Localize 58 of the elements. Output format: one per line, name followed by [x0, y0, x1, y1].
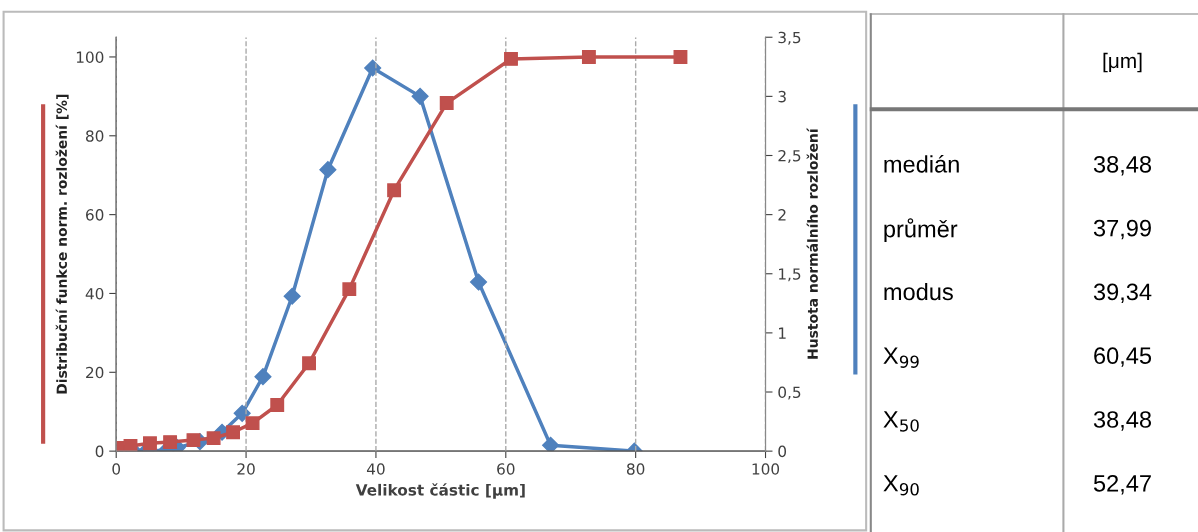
- y-tick-label: 60: [86, 209, 104, 221]
- point: [206, 431, 221, 446]
- category-label: modus: [884, 282, 953, 301]
- y-tick-label: 40: [85, 287, 104, 300]
- point: [504, 51, 518, 66]
- point: [581, 50, 596, 64]
- point: [342, 282, 357, 297]
- text: 38,48: [1093, 155, 1152, 176]
- y2-tick-label: 3,5: [778, 31, 801, 45]
- point: [226, 425, 241, 440]
- category-label: průměr: [884, 218, 958, 243]
- text: 60,45: [1094, 347, 1152, 367]
- point: [254, 368, 272, 386]
- text: 37,99: [1093, 219, 1151, 240]
- point: [143, 436, 157, 451]
- point: [469, 273, 488, 291]
- point: [439, 96, 454, 111]
- y2-tick-label: 2: [778, 209, 786, 221]
- point: [270, 398, 285, 412]
- point: [411, 87, 429, 105]
- y2-tick-label: 2,5: [778, 149, 801, 164]
- y-tick-label: 20: [86, 366, 104, 379]
- x-tick-label: 100: [752, 463, 780, 475]
- y-tick-label: 0: [95, 445, 104, 458]
- legend-title: [μm]: [1103, 52, 1142, 73]
- point: [302, 356, 316, 371]
- y2-tick-label: 3: [778, 90, 786, 103]
- x-tick-label: 40: [366, 463, 385, 475]
- y2-tick-label: 0: [778, 445, 787, 458]
- y2-axis-title: Hustota normálního rozložení: [806, 127, 818, 359]
- y2-tick-label: 1: [779, 327, 786, 339]
- text: 39,34: [1093, 283, 1152, 304]
- point: [163, 435, 178, 450]
- point: [319, 161, 337, 179]
- y-tick-label: 100: [76, 51, 104, 63]
- point: [387, 183, 402, 198]
- point: [673, 50, 688, 64]
- point: [233, 404, 251, 422]
- x-tick-label: 60: [497, 463, 515, 475]
- x-axis-title: Velikost částic [μm]: [355, 483, 525, 499]
- point: [364, 59, 382, 77]
- x-tick-label: 0: [112, 463, 121, 475]
- category-label: medián: [884, 155, 959, 173]
- text: 52,47: [1093, 474, 1151, 495]
- x-tick-label: 80: [626, 463, 645, 475]
- category-label: X$_{50}$: [883, 411, 919, 432]
- text: 38,48: [1093, 411, 1152, 431]
- x-tick-label: 20: [237, 463, 255, 475]
- y2-tick-label: 1,5: [779, 268, 801, 282]
- point: [283, 287, 301, 305]
- point: [245, 416, 260, 431]
- point: [542, 436, 560, 452]
- y-axis-title: Distribuční funkce norm. rozložení [%]: [55, 94, 69, 394]
- category-label: X$_{90}$: [883, 475, 919, 496]
- category-label: X$_{99}$: [883, 347, 919, 368]
- y2-tick-label: 0,5: [778, 386, 801, 400]
- y-tick-label: 80: [86, 130, 104, 142]
- point: [186, 433, 201, 448]
